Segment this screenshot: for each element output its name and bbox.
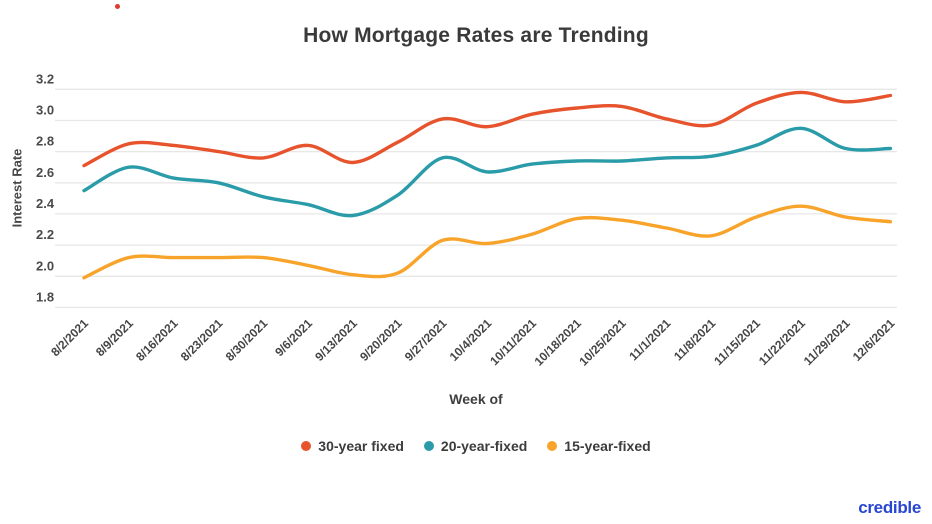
x-tick-label: 9/20/2021 <box>357 316 405 364</box>
red-speck-artifact <box>115 4 120 9</box>
x-tick-label: 10/11/2021 <box>487 316 539 368</box>
x-tick-label: 8/9/2021 <box>93 316 136 359</box>
legend-dot-15-year-fixed-icon <box>547 441 558 451</box>
x-tick-label: 8/2/2021 <box>48 316 91 359</box>
legend-dot-20-year-fixed-icon <box>423 441 434 451</box>
y-tick-label: 2.0 <box>36 258 54 273</box>
series-line-30-year-fixed <box>82 90 893 168</box>
x-tick-label: 12/6/2021 <box>850 316 898 364</box>
x-tick-label: 10/18/2021 <box>532 316 585 369</box>
mortgage-rates-chart: 3.2 3.0 2.8 2.6 2.4 2.2 2.0 1.8 8/2/2021 8/9/2021… <box>36 71 898 369</box>
x-tick-label: 8/30/2021 <box>223 316 271 364</box>
y-tick-label: 2.6 <box>36 165 54 180</box>
x-tick-label: 9/6/2021 <box>272 316 315 359</box>
x-axis-title: Week of <box>449 391 503 407</box>
x-tick-label: 9/27/2021 <box>402 316 450 364</box>
x-tick-label: 11/22/2021 <box>756 316 808 368</box>
legend-dot-30-year-fixed-icon <box>301 441 312 451</box>
legend-item-20-year-fixed: 20-year-fixed <box>423 438 528 454</box>
x-tick-label: 8/23/2021 <box>178 316 226 364</box>
x-tick-label: 11/15/2021 <box>711 316 763 368</box>
x-tick-label: 8/16/2021 <box>133 316 181 364</box>
legend-label: 15-year-fixed <box>564 438 651 454</box>
series-line-15-year-fixed <box>82 204 893 280</box>
legend-item-30-year-fixed: 30-year fixed <box>301 438 404 454</box>
chart-legend: 30-year fixed 20-year-fixed 15-year-fixe… <box>55 438 897 454</box>
x-tick-label: 10/25/2021 <box>576 316 629 369</box>
legend-item-15-year-fixed: 15-year-fixed <box>547 438 651 454</box>
y-tick-label: 3.0 <box>36 103 54 118</box>
x-tick-label: 11/29/2021 <box>801 316 853 368</box>
series-line-20-year-fixed <box>82 126 893 218</box>
credible-logo: credible <box>858 498 921 517</box>
x-tick-label: 11/1/2021 <box>626 316 673 363</box>
legend-label: 20-year-fixed <box>440 438 528 454</box>
legend-label: 30-year fixed <box>318 438 404 454</box>
chart-title: How Mortgage Rates are Trending <box>303 24 649 47</box>
x-tick-label: 11/8/2021 <box>671 316 718 363</box>
y-tick-label: 2.8 <box>36 134 54 149</box>
y-tick-label: 3.2 <box>36 71 54 86</box>
y-tick-label: 2.2 <box>36 227 54 242</box>
y-tick-label: 2.4 <box>36 196 55 211</box>
x-tick-label: 9/13/2021 <box>312 316 360 364</box>
y-tick-label: 1.8 <box>36 289 54 304</box>
